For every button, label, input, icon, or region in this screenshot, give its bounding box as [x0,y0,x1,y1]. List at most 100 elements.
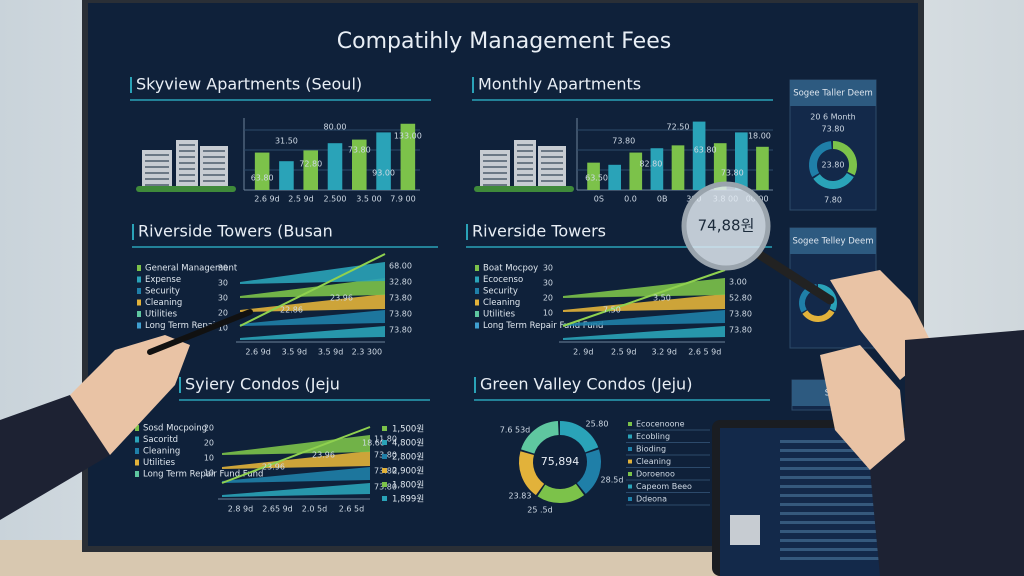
table-row: Doroenoo [636,470,675,479]
data-label: 73.80 [612,137,635,146]
data-label: 72.80 [299,160,322,169]
magnifier-lens [681,181,771,271]
tablet-row [780,503,930,506]
value-label: 32.80 [389,278,412,287]
axis-label: 30 [543,264,553,273]
wedge [240,310,385,326]
list-item: 2,900원 [392,467,424,477]
row-swatch [628,497,632,501]
windows [517,156,533,158]
table-row: Capeom Beeo [636,482,692,491]
left-sleeve [0,395,110,520]
right-hand [820,345,905,470]
data-label: 133.00 [394,132,422,141]
legend-item: Cleaning [145,298,182,308]
card-line: 20 6 Month [810,113,855,122]
row-swatch [628,447,632,451]
bar [671,145,685,190]
windows [517,144,533,146]
wedge [563,326,725,340]
tablet-row [780,521,930,524]
table-row: Ddeona [636,495,667,504]
windows [179,162,195,164]
card-title: Sogee Taller Deem [793,89,873,99]
magnifier-handle [755,250,835,305]
windows [179,174,195,176]
x-label: 2. 9d [573,348,593,357]
pen [147,309,253,355]
bar [756,146,769,190]
legend-item: Utilities [143,458,176,468]
note: 23.96 [330,294,353,303]
x-label: 3.2 9d [652,348,677,357]
data-label: 31.50 [275,137,298,146]
legend-item: Sosd Mocpoing [143,424,207,434]
list-swatch [382,426,387,431]
legend-swatch [475,311,479,317]
donut-center: 23.80 [822,161,845,170]
windows [179,168,195,170]
windows [145,172,169,174]
value-label: 11.80 [374,435,397,444]
note: 23.83 [509,492,532,501]
x-label: 2.3 300 [352,348,383,357]
list-item: 4,800원 [392,439,424,449]
x-label: 2.65 9d [262,505,293,514]
tablet-row [780,485,930,488]
data-label: 80.00 [324,123,347,132]
bar [254,152,270,190]
note: 18.60 [362,439,385,448]
windows [517,150,533,152]
legend-swatch [135,425,139,431]
panel-title: Monthly Apartments [478,75,641,94]
trees [474,186,574,192]
tablet-row [780,467,930,470]
windows [145,160,169,162]
legend-item: Security [145,287,180,297]
axis-label: 20 [218,309,228,318]
data-label: 82.80 [639,160,662,169]
windows [517,168,533,170]
windows [517,162,533,164]
legend-item: Security [483,287,518,297]
donut-center: 75,894 [541,455,580,468]
bar [692,121,706,190]
title-marker [474,377,476,393]
x-label: 2.8 9d [228,505,253,514]
dashboard-title: Compatihly Management Fees [337,29,671,54]
note: 25.80 [586,420,609,429]
data-label: 73.80 [348,146,371,155]
windows [541,156,563,158]
card-foot: 7.80 [824,196,842,205]
table-row: Ecocenoone [636,420,685,429]
axis-label: 30 [218,294,228,303]
windows [179,144,195,146]
tablet-row [780,458,930,461]
x-label: 2.5 9d [288,195,313,204]
row-swatch [628,472,632,476]
windows [541,168,563,170]
legend-item: Long Term Repair Fund Fund [143,470,263,480]
card-header [790,228,876,254]
windows [179,156,195,158]
legend-swatch [135,436,139,443]
axis-label: 10 [204,454,214,463]
building [176,140,198,190]
tablet-row [780,548,930,551]
legend-item: Cleaning [143,447,180,457]
donut-segment [817,284,837,312]
value-label: 68.00 [389,262,412,271]
list-swatch [382,482,387,487]
table-row: Cleaning [636,457,671,466]
windows [517,174,533,176]
list-swatch [382,454,387,459]
donut-segment [519,451,545,496]
bar [587,162,600,190]
windows [541,150,563,152]
legend-swatch [135,471,139,477]
bar [713,143,727,190]
note: 22.86 [280,306,303,315]
donut-segment [813,172,854,189]
x-label: 2.6 5d [339,505,364,514]
